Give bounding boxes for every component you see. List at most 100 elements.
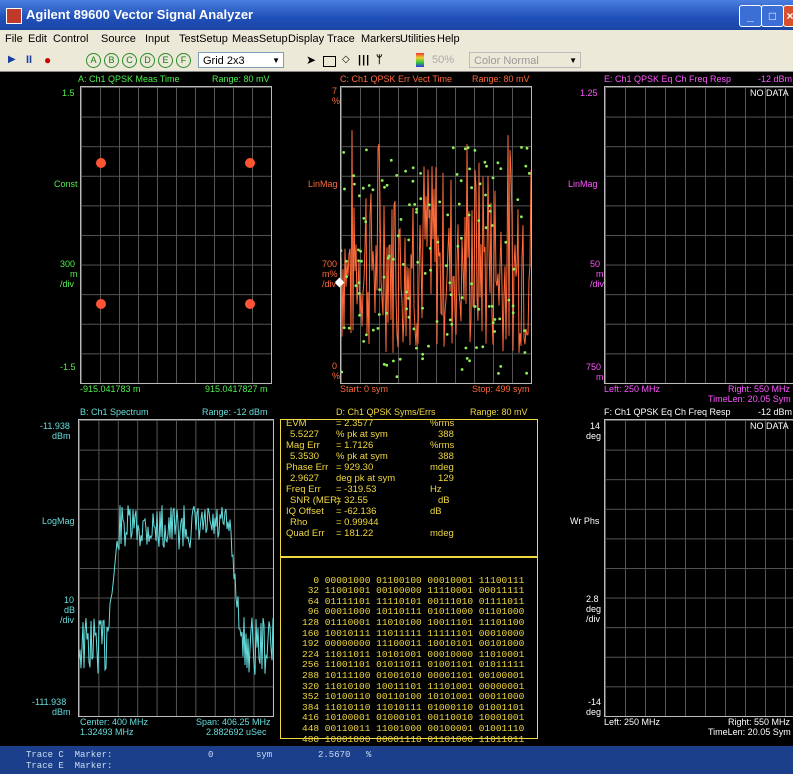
marker-to-peak-icon[interactable]: ᛘ: [376, 54, 383, 66]
symbol-point: [392, 257, 395, 261]
record-icon[interactable]: ●: [44, 53, 52, 67]
trace-a-button[interactable]: A: [86, 53, 101, 68]
symbol-point: [371, 328, 375, 332]
error-stat-unit: 129: [438, 473, 454, 484]
symbol-point: [362, 340, 366, 343]
band-marker-icon[interactable]: |||: [358, 54, 371, 66]
symbol-point: [359, 249, 362, 253]
constellation-plot[interactable]: [80, 86, 272, 384]
menu-display[interactable]: Display: [288, 33, 325, 45]
error-stat-value: = 0.99944: [336, 517, 379, 528]
symbol-point: [398, 357, 402, 361]
menu-meassetup[interactable]: MeasSetup: [232, 33, 288, 45]
symbol-point: [404, 169, 407, 173]
eq-freq-resp-phase-plot[interactable]: [604, 419, 793, 717]
symbol-point: [520, 215, 523, 219]
symbol-point: [498, 317, 502, 321]
symbol-point: [467, 213, 471, 217]
pane-e-nodata: NO DATA: [750, 88, 789, 98]
color-palette-icon[interactable]: [416, 53, 424, 67]
pause-icon[interactable]: II: [26, 54, 33, 66]
symbol-point: [438, 200, 442, 204]
symbol-point: [497, 372, 500, 375]
symbol-point: [468, 167, 471, 171]
menu-testsetup[interactable]: TestSetup: [179, 33, 228, 45]
symbol-point: [360, 259, 363, 263]
symbol-point: [342, 151, 346, 154]
symbol-point: [427, 203, 431, 207]
symbol-point: [465, 357, 469, 360]
symbol-point: [383, 185, 386, 189]
menu-markers[interactable]: Markers: [361, 33, 401, 45]
menu-input[interactable]: Input: [145, 33, 170, 45]
error-stat-unit: dB: [430, 506, 442, 517]
symbol-point: [520, 146, 523, 149]
symbol-point: [511, 311, 515, 315]
trace-f-button[interactable]: F: [176, 53, 191, 68]
play-icon[interactable]: ▶: [8, 54, 16, 65]
color-scheme-select[interactable]: Color Normal ▼: [469, 52, 581, 68]
symbol-point: [455, 173, 459, 176]
pane-c-scale: 700: [322, 259, 338, 269]
pane-a-range: Range: 80 mV: [212, 74, 270, 84]
error-stat-value: = 32.55: [336, 495, 368, 506]
pane-b[interactable]: B: Ch1 Spectrum Range: -12 dBm -11.938 d…: [0, 405, 280, 743]
marker-diamond-icon[interactable]: ◇: [342, 54, 350, 65]
trace-b-button[interactable]: B: [104, 53, 119, 68]
menu-help[interactable]: Help: [437, 33, 460, 45]
eq-freq-resp-mag-plot[interactable]: [604, 86, 793, 384]
menu-source[interactable]: Source: [101, 33, 136, 45]
pane-f-right: Right: 550 MHz: [728, 717, 791, 727]
pane-e-range: -12 dBm: [758, 74, 793, 84]
symbol-point: [358, 194, 361, 198]
pane-f[interactable]: F: Ch1 QPSK Eq Ch Freq Resp -12 dBm NO D…: [540, 405, 793, 743]
symbol-row: 96 00011000 10110111 01011000 01101000: [302, 606, 525, 618]
close-button[interactable]: ×: [783, 5, 793, 27]
symbol-point: [401, 263, 405, 266]
pane-e[interactable]: E: Ch1 QPSK Eq Ch Freq Resp -12 dBm NO D…: [540, 72, 793, 404]
error-stat-value: = -319.53: [336, 484, 377, 495]
pane-d[interactable]: D: Ch1 QPSK Syms/Errs Range: 80 mV: [280, 405, 538, 743]
error-stat-value: = 181.22: [336, 528, 374, 539]
pane-c-y-bottom: 0: [332, 361, 338, 371]
symbol-point: [488, 204, 491, 208]
symbol-point: [342, 326, 346, 330]
trace-c-button[interactable]: C: [122, 53, 137, 68]
symbol-point: [516, 198, 520, 201]
pane-a-format: Const: [54, 179, 78, 189]
symbol-point: [463, 147, 467, 151]
symbol-point: [364, 220, 368, 224]
symbol-row: 448 00110011 11001000 00100001 01001110: [302, 722, 525, 734]
pane-c[interactable]: C: Ch1 QPSK Err Vect Time Range: 80 mV 7…: [282, 72, 538, 402]
menu-utilities[interactable]: Utilities: [400, 33, 436, 45]
trace-e-button[interactable]: E: [158, 53, 173, 68]
error-summary-box: [280, 419, 538, 557]
symbol-point: [466, 146, 470, 150]
pane-f-range: -12 dBm: [758, 407, 793, 417]
menu-edit[interactable]: Edit: [28, 33, 47, 45]
symbol-point: [353, 182, 356, 186]
menu-file[interactable]: File: [5, 33, 23, 45]
pane-a-x-right: 915.0417827 m: [205, 384, 268, 394]
spectrum-plot[interactable]: [78, 419, 274, 717]
pane-c-scale-div: /div: [322, 279, 337, 289]
symbol-point: [448, 318, 452, 322]
pane-b-time: 2.882692 uSec: [206, 727, 267, 737]
status-trace-c-marker-y-unit: %: [366, 750, 372, 760]
symbol-point: [345, 259, 348, 263]
error-vector-plot[interactable]: [334, 86, 532, 384]
menu-trace[interactable]: Trace: [327, 33, 355, 45]
pane-a-y-bottom: -1.5: [60, 362, 76, 372]
grid-layout-select[interactable]: Grid 2x3 ▼: [198, 52, 284, 68]
constellation-point: [96, 299, 106, 309]
status-trace-c-marker-x-unit: sym: [256, 750, 273, 760]
minimize-button[interactable]: _: [739, 5, 762, 27]
pane-f-nodata: NO DATA: [750, 421, 789, 431]
maximize-button[interactable]: □: [761, 5, 784, 27]
pane-c-y-top-unit: %: [332, 96, 341, 106]
pane-a[interactable]: A: Ch1 QPSK Meas Time Range: 80 mV 1.5 C…: [0, 72, 280, 402]
zoom-box-icon[interactable]: [323, 56, 336, 67]
menu-control[interactable]: Control: [53, 33, 89, 45]
trace-d-button[interactable]: D: [140, 53, 155, 68]
pointer-icon[interactable]: ➤: [306, 53, 317, 67]
